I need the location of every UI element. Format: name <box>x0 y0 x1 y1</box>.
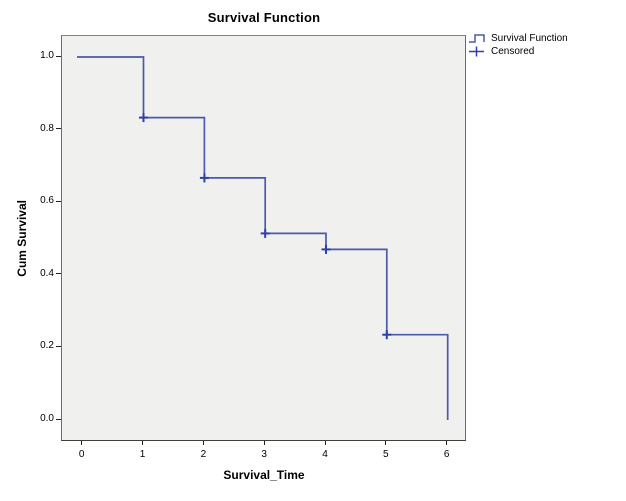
legend-label-censored: Censored <box>491 46 535 57</box>
x-tick-label: 2 <box>200 449 207 460</box>
x-tick-label: 1 <box>139 449 146 460</box>
x-tick-label: 5 <box>383 449 389 460</box>
x-tick-mark <box>202 441 204 445</box>
y-tick-label: 0.4 <box>40 267 54 279</box>
y-tick-mark <box>56 273 61 275</box>
x-tick-mark <box>81 441 83 445</box>
y-tick-label: 1.0 <box>40 50 54 61</box>
x-tick-label: 3 <box>261 449 267 460</box>
censored-marker <box>260 228 270 238</box>
y-tick-mark <box>56 418 61 420</box>
x-tick-label: 4 <box>322 449 328 460</box>
legend: Survival Function Censored <box>469 32 568 58</box>
x-tick-mark <box>324 441 326 445</box>
legend-row-survival: Survival Function <box>469 32 568 45</box>
censored-marker <box>321 244 331 254</box>
x-tick-mark <box>263 441 265 445</box>
survival-step-line <box>77 56 449 420</box>
x-tick-label: 0 <box>78 449 85 460</box>
y-tick-mark <box>56 128 61 130</box>
survival-curve-canvas <box>77 56 449 420</box>
y-tick-label: 0.0 <box>40 413 54 424</box>
censored-marker <box>382 330 392 340</box>
y-tick-mark <box>56 55 61 57</box>
plus-marker-icon <box>469 46 484 57</box>
x-tick-mark <box>385 441 387 445</box>
y-axis-title: Cum Survival <box>15 199 29 277</box>
y-tick-mark <box>56 345 61 347</box>
x-tick-mark <box>142 441 143 445</box>
censored-marker <box>199 173 209 183</box>
step-line-icon <box>469 34 485 43</box>
y-tick-label: 0.6 <box>40 195 54 207</box>
x-axis-title: Survival_Time <box>223 468 305 482</box>
x-tick-mark <box>446 441 448 445</box>
x-tick-label: 6 <box>443 449 450 460</box>
legend-label-survival: Survival Function <box>491 33 568 44</box>
y-tick-label: 0.8 <box>40 122 54 134</box>
y-tick-mark <box>56 200 61 202</box>
plot-area <box>61 35 466 441</box>
censored-marker <box>139 113 148 123</box>
chart-title: Survival Function <box>207 10 321 25</box>
y-tick-label: 0.2 <box>40 340 54 352</box>
legend-row-censored: Censored <box>469 45 568 58</box>
